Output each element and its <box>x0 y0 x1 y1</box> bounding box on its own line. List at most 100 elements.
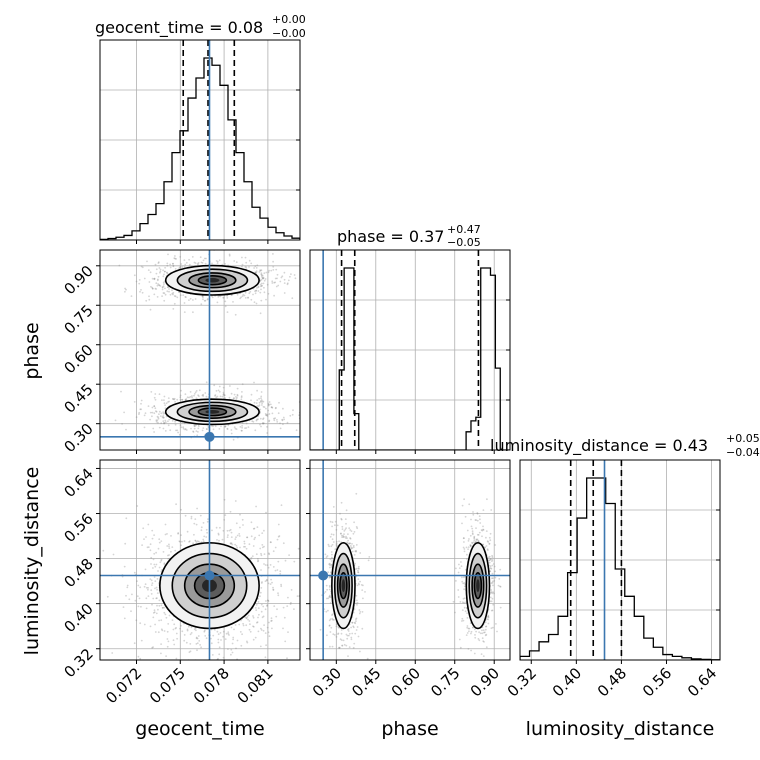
sample-point <box>143 538 145 540</box>
panel-frame <box>99 39 301 241</box>
sample-point <box>361 589 364 591</box>
y-tick-label-phase: 0.45 <box>60 380 96 416</box>
sample-point <box>331 614 333 616</box>
sample-point <box>262 418 264 421</box>
sample-point <box>488 542 491 545</box>
sample-point <box>199 644 202 646</box>
sample-point <box>244 297 247 299</box>
sample-point <box>293 560 296 563</box>
sample-point <box>155 272 158 275</box>
sample-point <box>276 538 279 541</box>
sample-point <box>244 616 247 619</box>
sample-point <box>486 618 488 620</box>
sample-point <box>241 633 244 636</box>
sample-point <box>223 394 226 396</box>
sample-point <box>245 266 248 269</box>
sample-point <box>469 544 472 546</box>
sample-point <box>196 649 198 652</box>
sample-point <box>232 638 235 641</box>
x-axis-label-geocent-time: geocent_time <box>135 718 264 740</box>
sample-point <box>337 626 340 628</box>
sample-point <box>241 391 243 393</box>
sample-point <box>255 402 258 404</box>
sample-point <box>228 254 231 257</box>
sample-point <box>175 503 178 506</box>
sample-point <box>153 431 156 433</box>
sample-point <box>228 253 231 256</box>
sample-point <box>329 645 331 648</box>
sample-point <box>352 626 355 629</box>
sample-point <box>258 534 261 537</box>
sample-point <box>253 381 255 384</box>
sample-point <box>222 529 225 532</box>
sample-point <box>160 643 163 645</box>
sample-point <box>245 422 248 425</box>
sample-point <box>224 305 227 308</box>
sample-point <box>160 559 163 562</box>
sample-point <box>344 528 347 531</box>
sample-point <box>466 553 468 556</box>
sample-point <box>491 572 494 575</box>
sample-point <box>185 429 188 431</box>
sample-point <box>485 545 488 547</box>
sample-point <box>333 619 335 621</box>
sample-point <box>182 426 185 429</box>
sample-point <box>245 427 248 429</box>
sample-point <box>196 540 199 542</box>
sample-point <box>235 647 237 650</box>
sample-point <box>144 412 147 415</box>
sample-point <box>471 542 474 545</box>
sample-point <box>286 605 289 607</box>
sample-point <box>235 545 238 547</box>
sample-point <box>145 597 148 600</box>
sample-point <box>283 271 286 274</box>
sample-point <box>352 532 355 535</box>
sample-point <box>216 262 219 264</box>
sample-point <box>487 618 490 621</box>
sample-point <box>255 604 258 606</box>
sample-point <box>231 642 234 645</box>
sample-point <box>215 396 218 399</box>
sample-point <box>268 553 271 556</box>
sample-point <box>263 279 266 282</box>
sample-point <box>494 570 496 573</box>
sample-point <box>234 500 237 502</box>
sample-point <box>348 632 351 635</box>
sample-point <box>198 395 200 397</box>
sample-point <box>254 271 257 274</box>
sample-point <box>182 427 185 430</box>
sample-point <box>329 566 331 569</box>
sample-point <box>260 274 263 276</box>
sample-point <box>492 584 494 587</box>
histogram-steps <box>100 57 300 240</box>
sample-point <box>347 533 349 535</box>
sample-point <box>469 544 472 547</box>
sample-point <box>223 394 226 397</box>
sample-point <box>464 610 467 613</box>
sample-point <box>463 550 466 553</box>
sample-point <box>179 256 182 258</box>
sample-point <box>355 549 357 552</box>
sample-point <box>473 652 476 655</box>
sample-point <box>222 386 225 389</box>
sample-point <box>174 255 176 257</box>
sample-point <box>256 264 259 267</box>
panel-frame <box>99 249 301 451</box>
sample-point <box>250 393 253 396</box>
sample-point <box>346 637 349 640</box>
sample-point <box>467 648 470 650</box>
sample-point <box>159 271 161 274</box>
sample-point <box>341 644 343 647</box>
sample-point <box>155 282 158 285</box>
sample-point <box>242 293 245 296</box>
sample-point <box>352 662 354 664</box>
sample-point <box>279 422 281 425</box>
sample-point <box>158 604 161 607</box>
sample-point <box>181 266 184 268</box>
sample-point <box>487 556 490 559</box>
sample-point <box>126 584 129 587</box>
sample-point <box>172 398 175 400</box>
sample-point <box>136 580 138 582</box>
sample-point <box>229 528 232 531</box>
sample-point <box>264 580 267 583</box>
